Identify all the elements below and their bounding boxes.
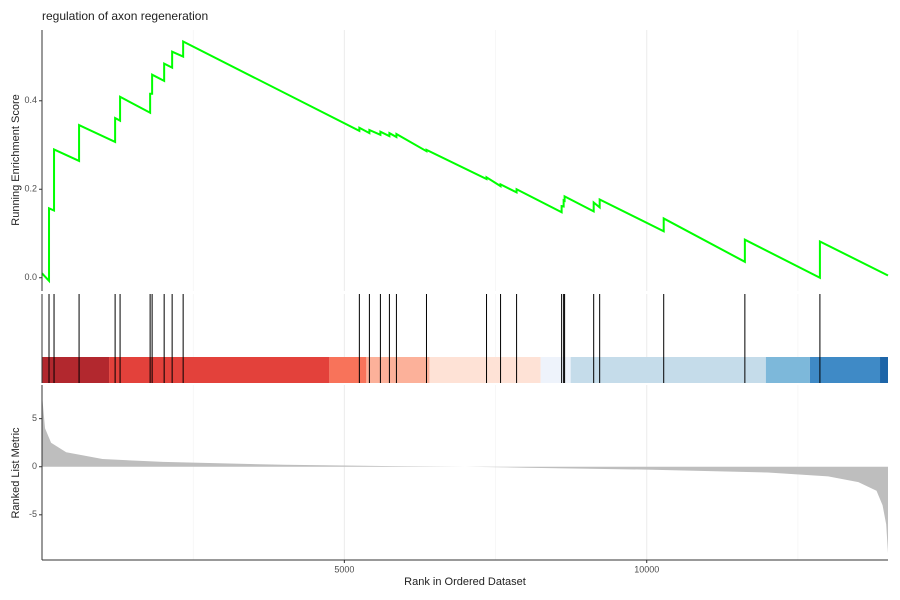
y-axis-label: Ranked List Metric [10, 427, 22, 519]
color-band [880, 357, 888, 383]
y-tick-label: -5 [29, 509, 37, 519]
y-axis-label: Running Enrichment Score [10, 94, 22, 225]
color-band [540, 357, 571, 383]
color-band [570, 357, 766, 383]
color-band [366, 357, 430, 383]
y-tick-label: 0.2 [24, 184, 37, 194]
y-tick-label: 0.4 [24, 95, 37, 105]
color-band [809, 357, 881, 383]
color-band [429, 357, 541, 383]
color-band [42, 357, 110, 383]
chart-title: regulation of axon regeneration [42, 9, 208, 23]
enrichment-line [41, 39, 889, 284]
metric-area [42, 394, 888, 554]
color-band [109, 357, 330, 383]
color-band [765, 357, 810, 383]
x-tick-label: 10000 [634, 564, 659, 574]
y-tick-label: 5 [32, 413, 37, 423]
y-tick-label: 0.0 [24, 272, 37, 282]
x-axis-label: Rank in Ordered Dataset [404, 576, 526, 588]
y-tick-label: 0 [32, 461, 37, 471]
x-tick-label: 5000 [334, 564, 354, 574]
color-band [329, 357, 367, 383]
